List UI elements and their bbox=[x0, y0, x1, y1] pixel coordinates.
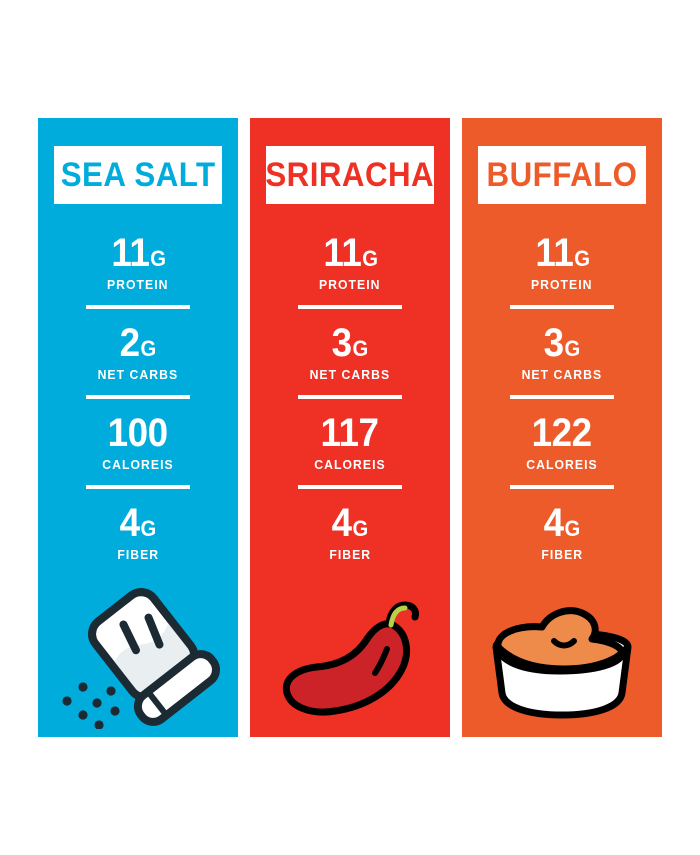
stat-unit: G bbox=[573, 246, 590, 271]
stat-value: 122 bbox=[532, 412, 592, 454]
stat-fiber: 4 G FIBER bbox=[54, 502, 222, 562]
stat-label: NET CARBS bbox=[97, 367, 179, 382]
stat-divider bbox=[510, 395, 614, 399]
stat-label: NET CARBS bbox=[309, 367, 391, 382]
stat-unit: G bbox=[564, 336, 581, 361]
stat-unit: G bbox=[140, 336, 157, 361]
stat-number: 2 bbox=[119, 321, 140, 365]
flavor-panel-sriracha: SRIRACHA 11 G PROTEIN 3 G NET CARBS 117 CALOREI… bbox=[250, 118, 450, 737]
stat-divider bbox=[298, 485, 402, 489]
stat-number: 117 bbox=[321, 411, 379, 455]
flavor-panels: SEA SALT 11 G PROTEIN 2 G NET CARBS 100 CALOREI… bbox=[38, 118, 662, 737]
stat-caloreis: 122 CALOREIS bbox=[478, 412, 646, 472]
stat-number: 4 bbox=[331, 501, 352, 545]
stat-number: 11 bbox=[110, 231, 149, 275]
stat-label: CALOREIS bbox=[526, 457, 598, 472]
stat-number: 4 bbox=[543, 501, 564, 545]
chili-pepper-icon bbox=[282, 601, 419, 716]
stat-number: 100 bbox=[107, 411, 169, 455]
flavor-artwork-buffalo bbox=[462, 579, 662, 729]
stat-number: 11 bbox=[322, 231, 361, 275]
stat-label: PROTEIN bbox=[107, 277, 169, 292]
flavor-panel-sea-salt: SEA SALT 11 G PROTEIN 2 G NET CARBS 100 CALOREI… bbox=[38, 118, 238, 737]
stat-fiber: 4 G FIBER bbox=[478, 502, 646, 562]
stat-value: 11 G bbox=[110, 231, 166, 275]
stat-divider bbox=[298, 395, 402, 399]
stat-protein: 11 G PROTEIN bbox=[478, 232, 646, 292]
nutrition-stats-buffalo: 11 G PROTEIN 3 G NET CARBS 122 CALOREIS 4 G FIBER bbox=[478, 232, 646, 562]
stat-value: 11 G bbox=[534, 231, 590, 275]
stat-divider bbox=[86, 395, 190, 399]
stat-divider bbox=[298, 305, 402, 309]
stat-value: 11 G bbox=[322, 231, 378, 275]
stat-net-carbs: 3 G NET CARBS bbox=[266, 322, 434, 382]
dip-bowl-icon bbox=[492, 607, 632, 719]
stat-caloreis: 117 CALOREIS bbox=[266, 412, 434, 472]
flavor-title-sea-salt: SEA SALT bbox=[60, 156, 216, 194]
stat-number: 122 bbox=[531, 411, 593, 455]
stat-unit: G bbox=[149, 246, 166, 271]
flavor-title-box-sriracha: SRIRACHA bbox=[266, 146, 434, 204]
stat-label: FIBER bbox=[117, 547, 159, 562]
nutrition-stats-sea-salt: 11 G PROTEIN 2 G NET CARBS 100 CALOREIS 4 G FIBER bbox=[54, 232, 222, 562]
flavor-artwork-sriracha bbox=[250, 579, 450, 729]
stat-fiber: 4 G FIBER bbox=[266, 502, 434, 562]
stat-divider bbox=[86, 485, 190, 489]
stat-unit: G bbox=[361, 246, 378, 271]
flavor-title-box-sea-salt: SEA SALT bbox=[54, 146, 222, 204]
stat-unit: G bbox=[352, 516, 369, 541]
stat-value: 117 bbox=[321, 412, 379, 454]
stat-label: PROTEIN bbox=[319, 277, 381, 292]
stat-unit: G bbox=[140, 516, 157, 541]
stat-divider bbox=[510, 485, 614, 489]
stat-net-carbs: 2 G NET CARBS bbox=[54, 322, 222, 382]
stat-number: 11 bbox=[534, 231, 573, 275]
stat-unit: G bbox=[352, 336, 369, 361]
stat-protein: 11 G PROTEIN bbox=[266, 232, 434, 292]
stat-label: FIBER bbox=[329, 547, 371, 562]
stat-label: FIBER bbox=[541, 547, 583, 562]
stat-label: CALOREIS bbox=[102, 457, 174, 472]
salt-shaker-icon bbox=[62, 588, 220, 729]
stat-label: NET CARBS bbox=[521, 367, 603, 382]
stat-number: 3 bbox=[331, 321, 352, 365]
flavor-title-box-buffalo: BUFFALO bbox=[478, 146, 646, 204]
flavor-panel-buffalo: BUFFALO 11 G PROTEIN 3 G NET CARBS 122 CALOREIS… bbox=[462, 118, 662, 737]
stat-number: 4 bbox=[119, 501, 140, 545]
stat-net-carbs: 3 G NET CARBS bbox=[478, 322, 646, 382]
stat-protein: 11 G PROTEIN bbox=[54, 232, 222, 292]
stat-number: 3 bbox=[543, 321, 564, 365]
stat-value: 100 bbox=[108, 412, 168, 454]
nutrition-stats-sriracha: 11 G PROTEIN 3 G NET CARBS 117 CALOREIS 4 G FIBER bbox=[266, 232, 434, 562]
stat-divider bbox=[86, 305, 190, 309]
stat-label: CALOREIS bbox=[314, 457, 386, 472]
stat-caloreis: 100 CALOREIS bbox=[54, 412, 222, 472]
stat-unit: G bbox=[564, 516, 581, 541]
flavor-title-sriracha: SRIRACHA bbox=[265, 156, 435, 194]
stat-divider bbox=[510, 305, 614, 309]
flavor-title-buffalo: BUFFALO bbox=[486, 156, 638, 194]
flavor-artwork-sea-salt bbox=[38, 579, 238, 729]
stat-label: PROTEIN bbox=[531, 277, 593, 292]
